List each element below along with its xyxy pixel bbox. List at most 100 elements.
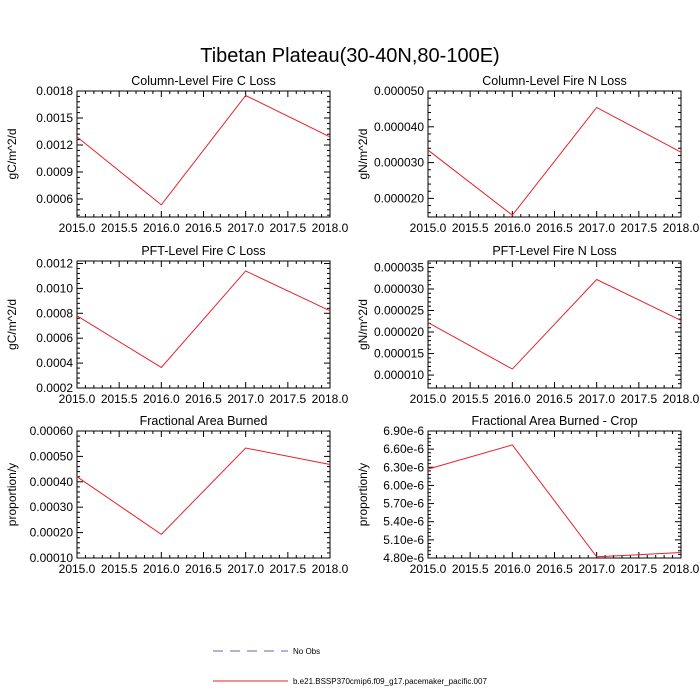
x-tick-label: 2015.0 [410,392,447,406]
x-tick-label: 2017.0 [578,392,615,406]
plot-frame [76,260,331,389]
x-tick-label: 2017.0 [227,562,264,576]
y-tick-label: 0.00020 [30,526,74,540]
y-tick-label: 0.000040 [374,120,424,134]
panel-title: Fractional Area Burned [140,414,268,428]
y-tick-label: 0.00040 [30,475,74,489]
y-tick-label: 0.000010 [374,368,424,382]
chart-panel-1: Column-Level Fire C Loss gC/m^2/d 2015.0 20… [5,74,349,235]
x-tick-label: 2018.0 [663,392,700,406]
y-tick-label: 6.30e-6 [383,460,424,474]
series-line [76,447,331,536]
x-tick-label: 2015.0 [59,562,96,576]
y-tick-label: 0.0010 [36,281,73,295]
x-tick-label: 2017.5 [620,392,657,406]
y-tick-label: 0.0018 [36,84,73,98]
x-tick-label: 2016.0 [494,221,531,235]
x-tick-label: 2018.0 [312,221,349,235]
plot-frame [427,430,682,559]
x-tick-label: 2016.0 [143,562,180,576]
panel-title: PFT-Level Fire C Loss [141,244,265,258]
x-tick-label: 2017.5 [620,221,657,235]
y-tick-label: 0.0012 [36,256,73,270]
y-tick-label: 0.0015 [36,111,73,125]
panel-title: Column-Level Fire N Loss [482,74,627,88]
y-tick-label: 6.60e-6 [383,442,424,456]
x-tick-label: 2016.5 [185,221,222,235]
x-tick-label: 2018.0 [663,221,700,235]
chart-panel-3: PFT-Level Fire C Loss gC/m^2/d 2015.0 2015.… [5,244,349,406]
y-axis-label: gN/m^2/d [356,299,370,350]
y-tick-label: 0.0012 [36,138,73,152]
y-tick-label: 0.000035 [374,260,424,274]
y-axis-label: proportion/y [356,463,370,526]
x-tick-label: 2015.5 [452,392,489,406]
y-tick-label: 0.0009 [36,165,73,179]
x-tick-label: 2015.5 [101,221,138,235]
x-tick-label: 2015.5 [101,392,138,406]
x-tick-label: 2015.0 [59,221,96,235]
x-tick-label: 2018.0 [312,562,349,576]
series-line [427,278,682,370]
plot-frame [76,430,331,559]
y-axis-label: gC/m^2/d [5,129,19,180]
x-tick-label: 2016.5 [536,392,573,406]
plot-frame [427,90,682,218]
y-tick-label: 6.90e-6 [383,424,424,438]
x-tick-label: 2017.5 [269,562,306,576]
x-tick-label: 2015.5 [452,221,489,235]
legend-label: No Obs [293,647,320,656]
x-tick-label: 2016.5 [536,221,573,235]
x-tick-label: 2016.5 [185,562,222,576]
x-tick-label: 2018.0 [663,562,700,576]
x-tick-label: 2016.5 [536,562,573,576]
y-tick-label: 5.70e-6 [383,497,424,511]
panels: Column-Level Fire C Loss gC/m^2/d 2015.0 20… [5,74,700,576]
y-tick-label: 6.00e-6 [383,478,424,492]
y-tick-label: 0.00010 [30,551,74,565]
chart-panel-5: Fractional Area Burned proportion/y 2015.0… [5,414,349,576]
x-tick-label: 2016.0 [494,392,531,406]
x-tick-label: 2015.0 [410,221,447,235]
y-tick-label: 4.80e-6 [383,551,424,565]
y-tick-label: 0.0004 [36,356,73,370]
y-tick-label: 0.00050 [30,449,74,463]
y-tick-label: 0.0002 [36,381,73,395]
legend-entry-2: b.e21.BSSP370cmip6.f09_g17.pacemaker_pac… [213,677,487,686]
chart-panel-2: Column-Level Fire N Loss gN/m^2/d 2015.0 20… [356,74,700,235]
x-tick-label: 2017.5 [269,221,306,235]
legend-label: b.e21.BSSP370cmip6.f09_g17.pacemaker_pac… [293,677,487,686]
plot-frame [76,90,331,218]
y-tick-label: 0.000015 [374,347,424,361]
x-tick-label: 2016.5 [185,392,222,406]
series-line [76,270,331,369]
y-tick-label: 0.0006 [36,192,73,206]
y-tick-label: 0.00060 [30,424,74,438]
x-tick-label: 2015.0 [410,562,447,576]
x-tick-label: 2015.0 [59,392,96,406]
x-tick-label: 2015.5 [452,562,489,576]
y-tick-label: 0.000020 [374,325,424,339]
legend: No Obs b.e21.BSSP370cmip6.f09_g17.pacemak… [213,647,487,686]
x-tick-label: 2017.5 [620,562,657,576]
x-tick-label: 2016.0 [143,221,180,235]
panel-title: Column-Level Fire C Loss [131,74,276,88]
panel-title: PFT-Level Fire N Loss [492,244,616,258]
y-tick-label: 5.40e-6 [383,515,424,529]
x-tick-label: 2017.0 [227,392,264,406]
x-tick-label: 2017.0 [227,221,264,235]
y-tick-label: 0.000020 [374,191,424,205]
y-tick-label: 0.0006 [36,331,73,345]
x-tick-label: 2017.0 [578,562,615,576]
y-tick-label: 0.000030 [374,156,424,170]
chart-panel-6: Fractional Area Burned - Crop proportion/… [356,414,700,576]
y-tick-label: 0.000025 [374,304,424,318]
chart-panel-4: PFT-Level Fire N Loss gN/m^2/d 2015.0 2015.… [356,244,700,406]
y-axis-label: proportion/y [5,463,19,526]
series-line [76,94,331,206]
legend-entry-1: No Obs [213,647,320,656]
series-line [427,106,682,216]
series-line [427,444,682,558]
x-tick-label: 2016.0 [494,562,531,576]
